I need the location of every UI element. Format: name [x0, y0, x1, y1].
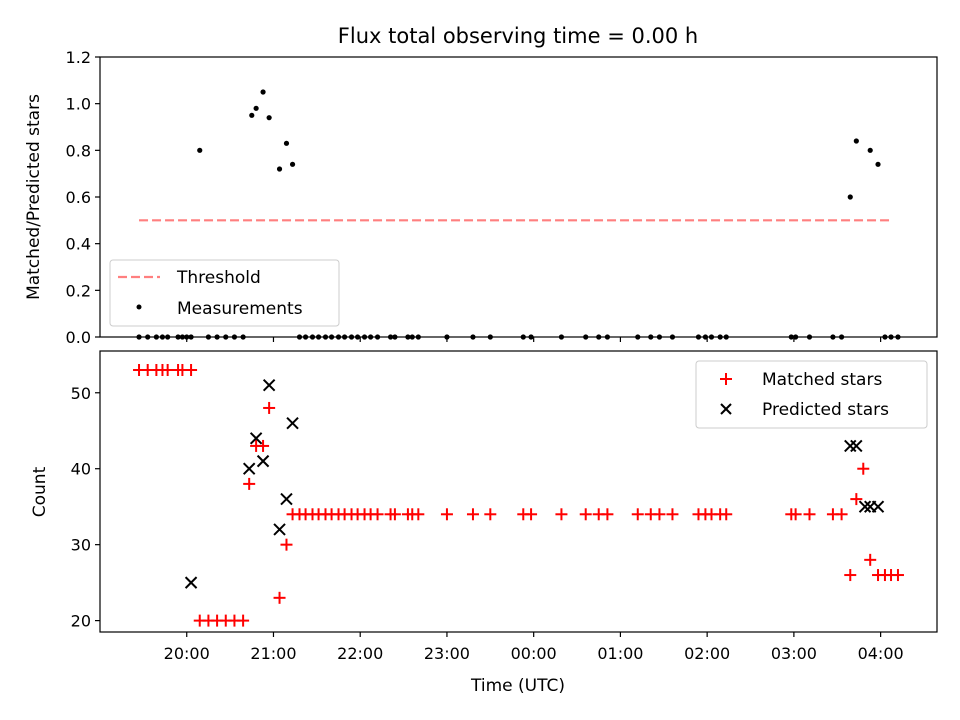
y-tick-label: 1.0 [66, 95, 91, 114]
matched-point [185, 363, 198, 376]
matched-point [891, 569, 904, 582]
legend-bottom-box [695, 360, 928, 429]
matched-point [412, 508, 425, 521]
matched-point [653, 508, 666, 521]
y-tick-label: 0.4 [66, 235, 91, 254]
measurement-point [249, 112, 255, 118]
x-tick-label: 00:00 [511, 644, 557, 663]
x-tick-label: 20:00 [164, 644, 210, 663]
x-tick-label: 03:00 [771, 644, 817, 663]
predicted-point [871, 500, 885, 513]
legend-matched-swatch [720, 373, 732, 385]
predicted-point [256, 454, 270, 468]
x-tick-label: 22:00 [337, 644, 383, 663]
measurement-point [875, 161, 881, 167]
matched-point [388, 508, 401, 521]
x-axis-label: Time (UTC) [470, 676, 565, 696]
matched-point [161, 363, 174, 376]
measurement-point [853, 138, 859, 144]
measurement-point [847, 194, 853, 200]
predicted-point [242, 462, 256, 475]
matched-point [466, 508, 479, 521]
matched-point [789, 508, 802, 521]
y-tick-label: 40 [71, 460, 91, 479]
predicted-point [286, 416, 299, 430]
measurement-point [276, 166, 283, 172]
predicted-point [850, 439, 863, 453]
matched-point [835, 508, 848, 521]
measurement-point [283, 140, 290, 146]
matched-point [844, 569, 857, 582]
predicted-point [184, 576, 198, 589]
y-tick-label: 0.2 [66, 281, 91, 300]
matched-point [803, 508, 816, 521]
chart-title: Flux total observing time = 0.00 h [338, 24, 698, 48]
predicted-point [262, 378, 276, 392]
legend-measurements-swatch [136, 304, 142, 310]
legend-matched-label: Matched stars [762, 370, 882, 390]
panel-counts: 20 30 40 50 20:00 21:00 22:00 23:00 00:00 01:00 02… [71, 350, 938, 663]
x-tick-label: 21:00 [250, 644, 296, 663]
predicted-point [273, 523, 286, 536]
matched-point [243, 477, 256, 490]
legend-threshold-label: Threshold [176, 268, 261, 288]
matched-point [237, 614, 250, 627]
panel-ratio: 0.0 0.2 0.4 0.6 0.8 1.0 1.2 [66, 48, 938, 347]
measurement-point [253, 105, 259, 111]
y-tick-label: 0.6 [66, 188, 91, 207]
y-tick-label: 0.0 [66, 328, 91, 347]
matched-point [579, 508, 592, 521]
matched-point [720, 508, 733, 521]
matched-point [555, 508, 568, 521]
x-tick-label: 23:00 [424, 644, 470, 663]
legend-predicted-label: Predicted stars [762, 400, 889, 420]
measurement-point [289, 161, 296, 167]
matched-point [631, 508, 644, 521]
predicted-point [249, 432, 263, 445]
matched-point [371, 508, 384, 521]
y-tick-label: 0.8 [66, 141, 91, 160]
measurement-point [266, 115, 272, 121]
legend-measurements-label: Measurements [177, 299, 303, 319]
measurement-point [197, 147, 203, 153]
matched-point [864, 553, 877, 566]
matched-point [601, 508, 614, 521]
matched-point [850, 493, 863, 506]
legend-predicted-swatch [720, 403, 732, 415]
measurement-point [260, 89, 266, 95]
legend-top-box [109, 259, 340, 327]
x-tick-label: 01:00 [597, 644, 643, 663]
y-axis-label-bottom: Count [30, 466, 50, 517]
y-axis-label-top: Matched/Predicted stars [24, 94, 44, 300]
matched-point [484, 508, 497, 521]
x-tick-label: 04:00 [858, 644, 904, 663]
matched-point [257, 439, 270, 452]
x-tick-label: 02:00 [684, 644, 730, 663]
measurement-point [867, 147, 873, 153]
matched-point [666, 508, 679, 521]
plot-frame [99, 350, 938, 633]
y-tick-label: 20 [71, 612, 91, 631]
matched-point [525, 508, 538, 521]
matched-point [263, 401, 276, 414]
y-tick-label: 1.2 [66, 48, 91, 67]
matched-point [440, 508, 453, 521]
predicted-point [844, 439, 857, 453]
matched-point [280, 538, 293, 551]
matched-point [857, 462, 870, 475]
predicted-point [858, 500, 872, 513]
y-tick-label: 50 [71, 384, 91, 403]
legend-bottom: Matched stars Predicted stars [695, 360, 928, 429]
predicted-point [280, 492, 293, 506]
y-tick-label: 30 [71, 536, 91, 555]
legend-top: Threshold Measurements [109, 259, 340, 327]
matched-point [273, 591, 286, 604]
